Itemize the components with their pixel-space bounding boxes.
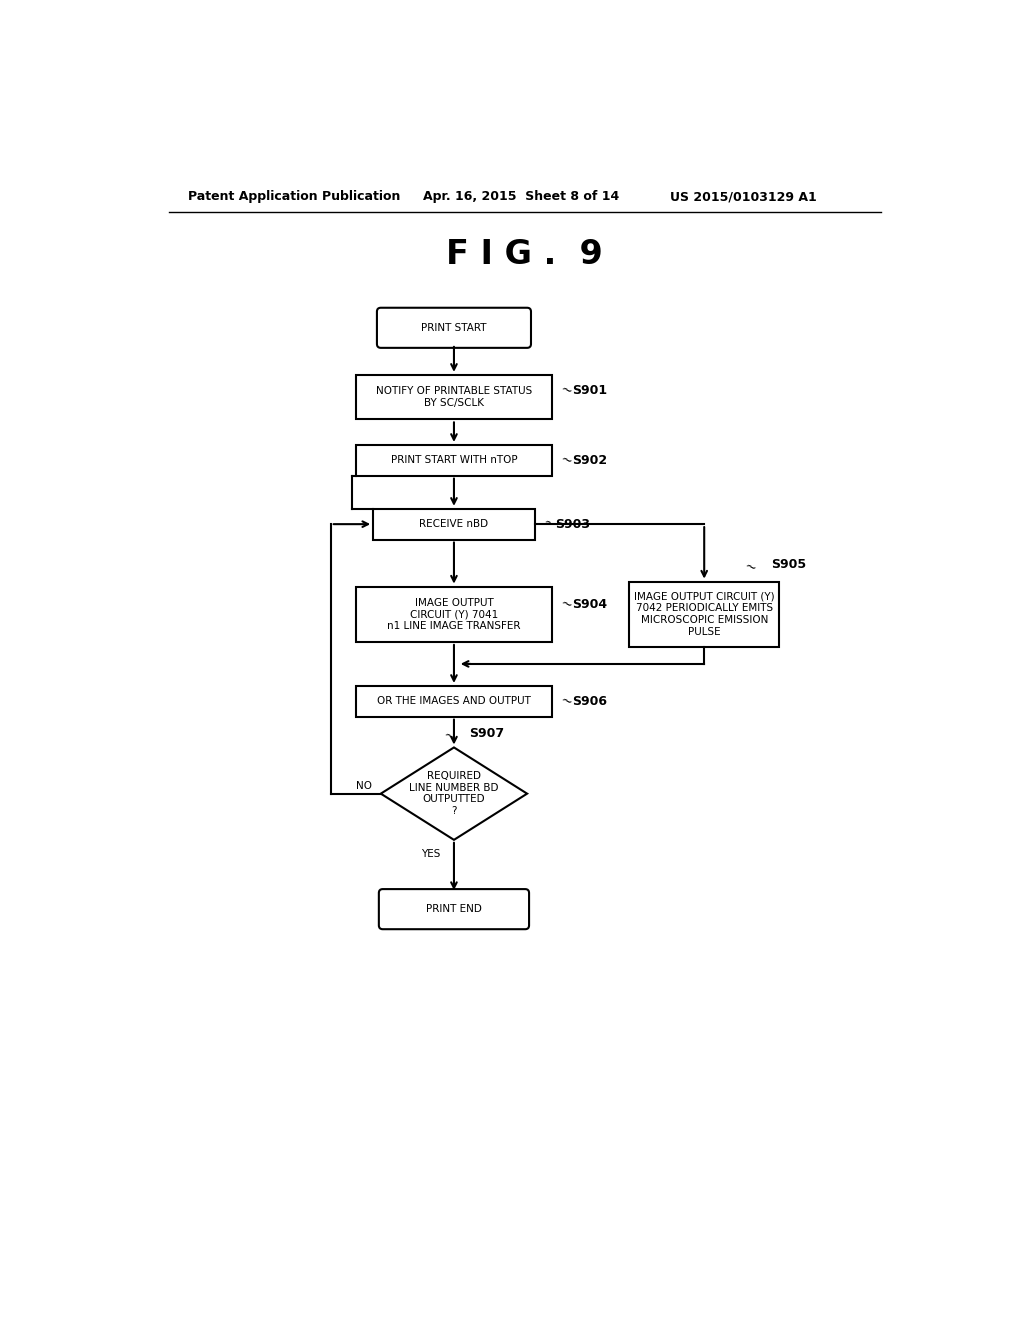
Text: US 2015/0103129 A1: US 2015/0103129 A1 xyxy=(670,190,816,203)
Text: REQUIRED
LINE NUMBER BD
OUTPUTTED
?: REQUIRED LINE NUMBER BD OUTPUTTED ? xyxy=(410,771,499,816)
Text: Apr. 16, 2015  Sheet 8 of 14: Apr. 16, 2015 Sheet 8 of 14 xyxy=(423,190,620,203)
Bar xyxy=(355,445,552,475)
Text: S901: S901 xyxy=(572,384,607,397)
Text: S906: S906 xyxy=(572,694,607,708)
Bar xyxy=(355,686,552,717)
Text: NOTIFY OF PRINTABLE STATUS
BY SC/SCLK: NOTIFY OF PRINTABLE STATUS BY SC/SCLK xyxy=(376,387,532,408)
FancyBboxPatch shape xyxy=(377,308,531,348)
Text: Patent Application Publication: Patent Application Publication xyxy=(188,190,400,203)
Text: ~: ~ xyxy=(742,560,758,577)
Text: F I G .  9: F I G . 9 xyxy=(446,238,603,271)
Text: IMAGE OUTPUT
CIRCUIT (Y) 7041
n1 LINE IMAGE TRANSFER: IMAGE OUTPUT CIRCUIT (Y) 7041 n1 LINE IM… xyxy=(387,598,521,631)
Text: ~: ~ xyxy=(558,597,574,614)
Text: ~: ~ xyxy=(558,383,574,400)
Text: ~: ~ xyxy=(558,451,574,469)
FancyBboxPatch shape xyxy=(379,890,529,929)
Text: OR THE IMAGES AND OUTPUT: OR THE IMAGES AND OUTPUT xyxy=(377,696,530,706)
Text: S904: S904 xyxy=(572,598,607,611)
Text: ~: ~ xyxy=(441,729,457,746)
Bar xyxy=(373,508,535,540)
Text: S905: S905 xyxy=(772,558,807,572)
Text: PRINT START: PRINT START xyxy=(421,323,486,333)
Text: PRINT END: PRINT END xyxy=(426,904,482,915)
Text: ~: ~ xyxy=(558,693,574,710)
Text: S903: S903 xyxy=(555,517,590,531)
Polygon shape xyxy=(381,747,527,840)
Text: ~: ~ xyxy=(541,516,557,533)
Text: NO: NO xyxy=(355,781,372,791)
Text: IMAGE OUTPUT CIRCUIT (Y)
7042 PERIODICALLY EMITS
MICROSCOPIC EMISSION
PULSE: IMAGE OUTPUT CIRCUIT (Y) 7042 PERIODICAL… xyxy=(634,591,774,636)
Text: RECEIVE nBD: RECEIVE nBD xyxy=(420,519,488,529)
Bar xyxy=(355,586,552,642)
Text: S907: S907 xyxy=(469,727,505,741)
Text: S902: S902 xyxy=(572,454,607,467)
Bar xyxy=(629,582,779,647)
Bar xyxy=(355,375,552,420)
Text: YES: YES xyxy=(421,849,440,859)
Text: PRINT START WITH nTOP: PRINT START WITH nTOP xyxy=(390,455,517,465)
